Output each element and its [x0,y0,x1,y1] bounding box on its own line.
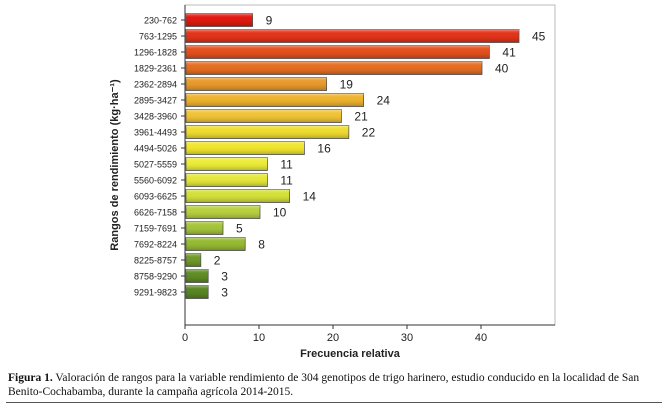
data-label: 11 [280,158,293,172]
caption-text: Valoración de rangos para la variable re… [8,372,640,398]
data-label: 19 [340,78,354,92]
bar-chart: 0 10 20 30 40 230-762 9 763-1295 45 1296-1828 41 18… [109,4,556,360]
x-tick-label: 30 [401,332,413,344]
x-axis-title: Frecuencia relativa [300,348,401,360]
y-tick-label: 6093-6625 [134,192,177,202]
data-label: 2 [214,254,221,268]
y-tick-label: 1829-2361 [134,64,177,74]
data-label: 3 [221,286,228,300]
bar-shading [186,29,519,43]
bar-shading [186,173,268,187]
data-label: 3 [221,270,228,284]
data-label: 11 [280,174,293,188]
data-label: 8 [258,238,265,252]
y-tick-label: 2895-3427 [134,96,177,106]
x-tick-label: 20 [327,332,339,344]
y-tick-label: 7159-7691 [134,224,177,234]
data-label: 16 [317,142,331,156]
bar-shading [186,205,260,219]
y-tick-label: 2362-2894 [134,80,177,90]
figure-caption: Figura 1. Valoración de rangos para la v… [8,371,663,399]
bar-shading [186,189,290,203]
bar-shading [186,109,342,123]
bar-shading [186,125,349,139]
data-label: 22 [362,126,376,140]
bar-shading [186,93,364,107]
bar-shading [186,253,201,267]
y-tick-label: 8758-9290 [134,272,177,282]
data-label: 24 [377,94,391,108]
y-tick-label: 9291-9823 [134,288,177,298]
x-tick-label: 40 [475,332,487,344]
y-tick-label: 7692-8224 [134,240,177,250]
bar-shading [186,45,490,59]
data-label: 21 [354,110,368,124]
bar-shading [186,285,209,299]
data-label: 40 [495,62,509,76]
y-tick-label: 5560-6092 [134,176,177,186]
bar-shading [186,269,209,283]
y-tick-label: 3961-4493 [134,128,177,138]
x-tick-label: 10 [253,332,265,344]
x-tick-label: 0 [182,332,188,344]
divider [6,402,662,403]
y-tick-label: 3428-3960 [134,112,177,122]
y-axis-title: Rangos de rendimiento (kg·ha⁻¹) [109,79,121,251]
data-label: 9 [266,14,273,28]
bar-shading [186,157,268,171]
y-tick-label: 763-1295 [139,32,177,42]
y-tick-label: 230-762 [144,16,177,26]
bar-shading [186,13,253,27]
bar-shading [186,141,305,155]
y-tick-label: 5027-5559 [134,160,177,170]
data-label: 5 [236,222,243,236]
y-tick-label: 6626-7158 [134,208,177,218]
y-tick-label: 4494-5026 [134,144,177,154]
bar-shading [186,221,223,235]
bar-shading [186,61,482,75]
data-label: 45 [532,30,546,44]
y-tick-label: 8225-8757 [134,256,177,266]
bar-shading [186,77,327,91]
data-label: 41 [502,46,516,60]
data-label: 10 [273,206,287,220]
bar-shading [186,237,246,251]
caption-label: Figura 1. [8,372,53,384]
y-tick-label: 1296-1828 [134,48,177,58]
data-label: 14 [303,190,317,204]
